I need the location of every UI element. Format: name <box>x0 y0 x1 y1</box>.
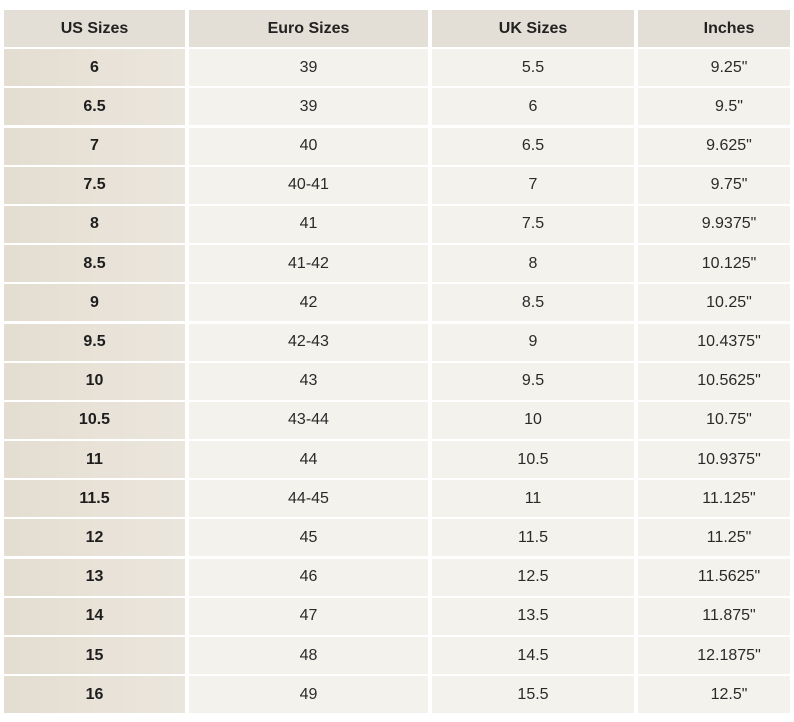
table-cell: 12.1875" <box>638 637 790 674</box>
table-cell: 10 <box>432 401 634 439</box>
table-cell: 40 <box>189 127 428 165</box>
table-cell: 47 <box>189 597 428 635</box>
table-cell: 11.5625" <box>638 558 790 596</box>
row-header-cell: 14 <box>4 597 185 635</box>
row-header-cell: 9 <box>4 284 185 322</box>
table-cell: 9.5 <box>432 362 634 400</box>
table-cell: 40-41 <box>189 166 428 204</box>
table-cell: 42-43 <box>189 323 428 361</box>
row-header-cell: 8 <box>4 205 185 243</box>
table-cell: 10.75" <box>638 401 790 439</box>
table-cell: 41-42 <box>189 245 428 283</box>
row-header-cell: 10 <box>4 362 185 400</box>
table-cell: 13.5 <box>432 597 634 635</box>
header-cell: UK Sizes <box>432 10 634 47</box>
table-cell: 11.25" <box>638 519 790 557</box>
row-header-cell: 6 <box>4 49 185 87</box>
table-cell: 42 <box>189 284 428 322</box>
table-cell: 11.125" <box>638 480 790 518</box>
header-cell: Inches <box>638 10 790 47</box>
row-header-cell: 13 <box>4 558 185 596</box>
row-header-cell: 16 <box>4 676 185 714</box>
row-header-cell: 10.5 <box>4 401 185 439</box>
row-header-cell: 8.5 <box>4 245 185 283</box>
header-cell: US Sizes <box>4 10 185 47</box>
row-header-cell: 9.5 <box>4 323 185 361</box>
table-cell: 46 <box>189 558 428 596</box>
table-cell: 10.9375" <box>638 441 790 479</box>
table-cell: 6 <box>432 88 634 126</box>
table-cell: 15.5 <box>432 676 634 714</box>
row-header-cell: 11 <box>4 441 185 479</box>
table-cell: 10.5625" <box>638 362 790 400</box>
table-cell: 41 <box>189 205 428 243</box>
table-cell: 10.4375" <box>638 323 790 361</box>
table-cell: 7.5 <box>432 205 634 243</box>
table-cell: 9.9375" <box>638 205 790 243</box>
table-cell: 39 <box>189 88 428 126</box>
row-header-cell: 15 <box>4 637 185 674</box>
table-cell: 39 <box>189 49 428 87</box>
table-cell: 11.5 <box>432 519 634 557</box>
table-cell: 8.5 <box>432 284 634 322</box>
table-cell: 44 <box>189 441 428 479</box>
table-cell: 9 <box>432 323 634 361</box>
table-cell: 9.5" <box>638 88 790 126</box>
table-cell: 9.75" <box>638 166 790 204</box>
table-cell: 43 <box>189 362 428 400</box>
table-cell: 6.5 <box>432 127 634 165</box>
size-table: US Sizes Euro Sizes UK Sizes Inches 6 39 5.5 9.… <box>4 10 790 714</box>
table-cell: 7 <box>432 166 634 204</box>
row-header-cell: 11.5 <box>4 480 185 518</box>
table-cell: 48 <box>189 637 428 674</box>
table-cell: 8 <box>432 245 634 283</box>
row-header-cell: 7 <box>4 127 185 165</box>
table-cell: 9.25" <box>638 49 790 87</box>
table-cell: 10.125" <box>638 245 790 283</box>
table-cell: 43-44 <box>189 401 428 439</box>
table-cell: 11 <box>432 480 634 518</box>
table-cell: 5.5 <box>432 49 634 87</box>
table-cell: 45 <box>189 519 428 557</box>
row-header-cell: 12 <box>4 519 185 557</box>
table-cell: 14.5 <box>432 637 634 674</box>
table-cell: 12.5 <box>432 558 634 596</box>
table-cell: 49 <box>189 676 428 714</box>
table-cell: 10.5 <box>432 441 634 479</box>
row-header-cell: 6.5 <box>4 88 185 126</box>
table-cell: 44-45 <box>189 480 428 518</box>
table-cell: 11.875" <box>638 597 790 635</box>
table-cell: 9.625" <box>638 127 790 165</box>
row-header-cell: 7.5 <box>4 166 185 204</box>
header-cell: Euro Sizes <box>189 10 428 47</box>
table-cell: 10.25" <box>638 284 790 322</box>
table-cell: 12.5" <box>638 676 790 714</box>
